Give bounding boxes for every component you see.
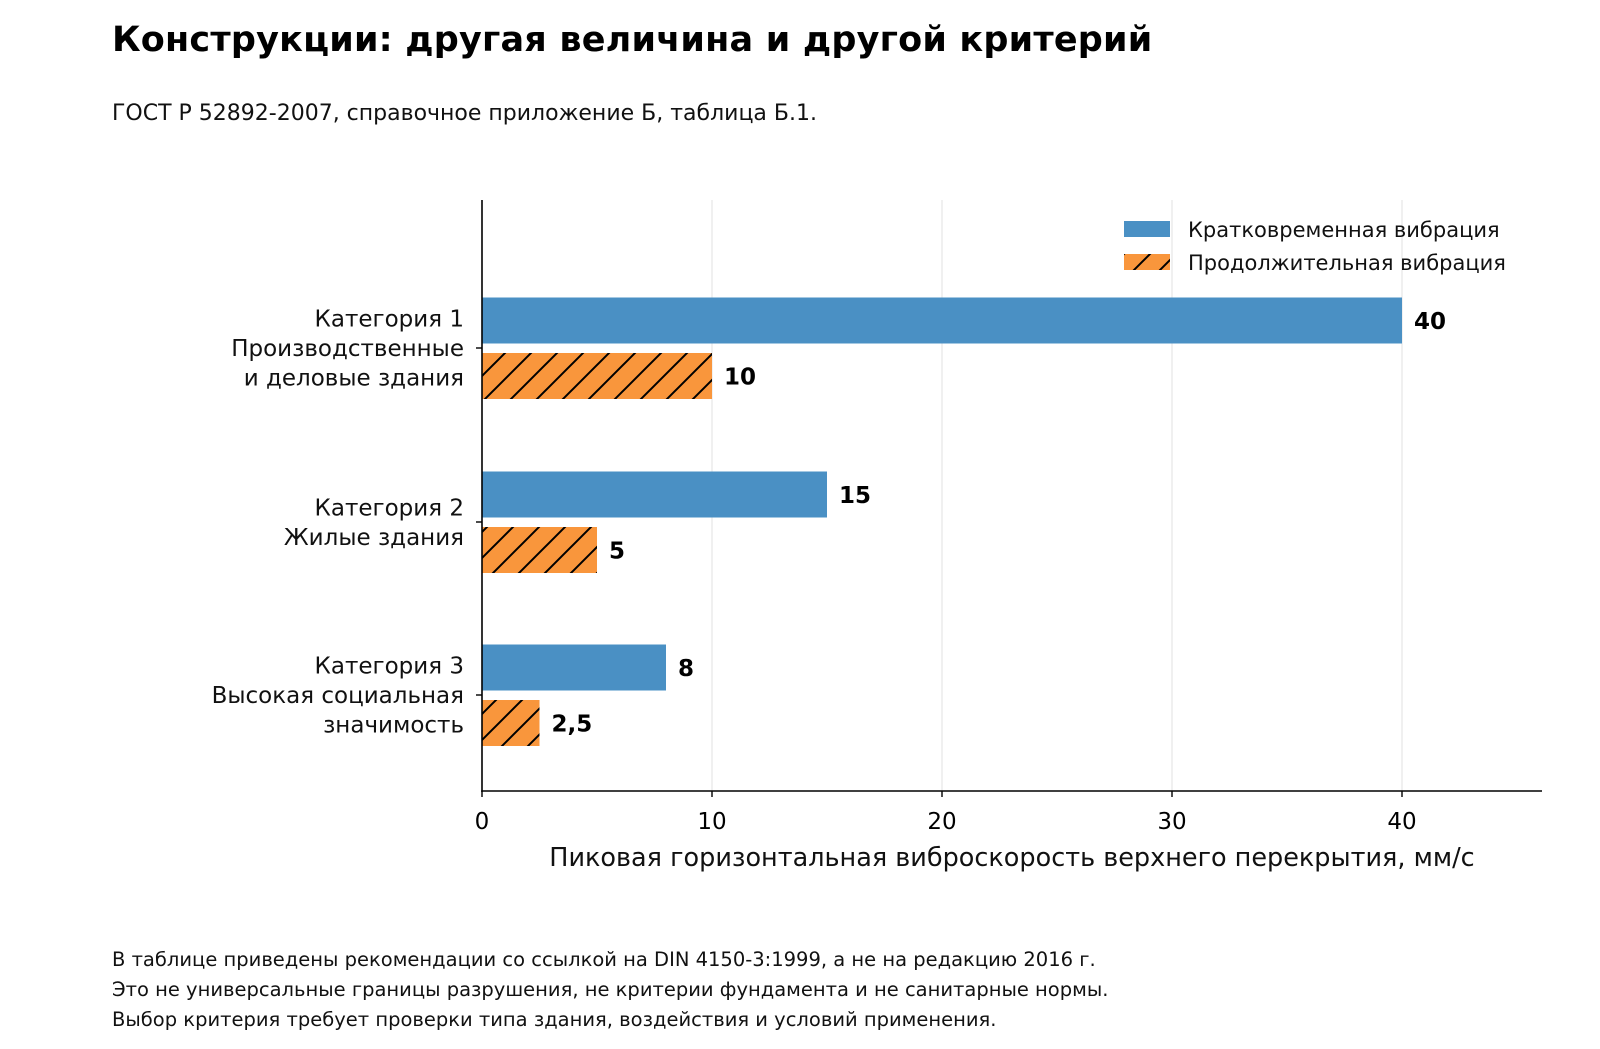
x-tick-label: 40 xyxy=(1387,809,1416,835)
y-category-label: значимость xyxy=(323,713,464,739)
data-label: 8 xyxy=(678,656,694,682)
y-category-label: Категория 3 xyxy=(315,654,464,680)
footnote-line: Это не универсальные границы разрушения,… xyxy=(112,978,1109,1001)
bar-short-term xyxy=(482,297,1402,344)
x-tick-label: 0 xyxy=(475,809,490,835)
data-label: 40 xyxy=(1414,309,1446,335)
footnote-line: В таблице приведены рекомендации со ссыл… xyxy=(112,948,1096,971)
legend-label-short-term: Кратковременная вибрация xyxy=(1188,218,1500,242)
bar-hatch-long-term xyxy=(482,527,597,573)
y-category-label: Высокая социальная xyxy=(212,683,464,709)
y-category-label: Категория 1 xyxy=(315,307,464,333)
bar-short-term xyxy=(482,644,666,691)
x-axis-label: Пиковая горизонтальная виброскорость вер… xyxy=(549,843,1474,873)
y-category-label: и деловые здания xyxy=(244,366,464,392)
data-label: 15 xyxy=(839,483,871,509)
x-tick-label: 30 xyxy=(1157,809,1186,835)
data-label: 10 xyxy=(724,365,756,391)
x-tick-label: 20 xyxy=(927,809,956,835)
chart-title: Конструкции: другая величина и другой кр… xyxy=(112,20,1153,60)
data-label: 5 xyxy=(609,539,625,565)
legend-swatch-short-term xyxy=(1124,221,1170,237)
data-label: 2,5 xyxy=(552,712,593,738)
legend-swatch-hatch-long-term xyxy=(1124,254,1170,270)
bar-hatch-long-term xyxy=(482,700,540,746)
bar-short-term xyxy=(482,471,827,518)
footnote-line: Выбор критерия требует проверки типа зда… xyxy=(112,1008,997,1031)
footnotes: В таблице приведены рекомендации со ссыл… xyxy=(112,945,1108,1035)
legend-label-long-term: Продолжительная вибрация xyxy=(1188,251,1506,275)
y-category-label: Категория 2 xyxy=(315,495,464,521)
bar-hatch-long-term xyxy=(482,353,712,399)
x-tick-label: 10 xyxy=(697,809,726,835)
y-category-label: Жилые здания xyxy=(284,525,464,551)
y-category-label: Производственные xyxy=(231,336,464,362)
chart-subtitle: ГОСТ Р 52892-2007, справочное приложение… xyxy=(112,101,817,126)
